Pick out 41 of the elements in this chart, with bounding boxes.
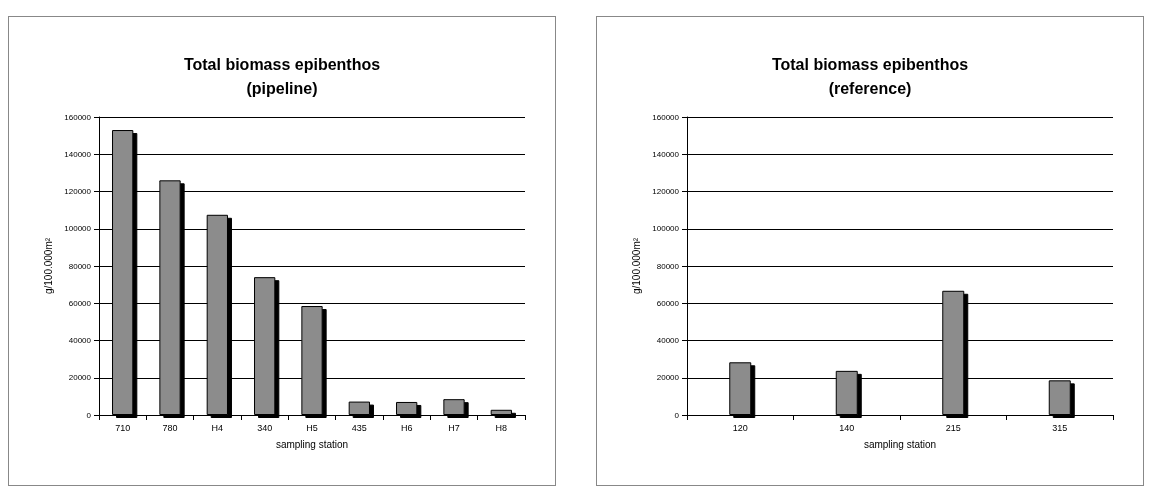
y-axis-title: g/100.000m² bbox=[42, 237, 54, 295]
y-tick-label: 120000 bbox=[64, 187, 92, 196]
y-tick-label: 160000 bbox=[64, 112, 92, 122]
y-tick-label: 0 bbox=[674, 410, 680, 420]
x-tick-label: H6 bbox=[400, 422, 413, 433]
x-tick-label: 215 bbox=[945, 422, 961, 433]
y-tick-label: 20000 bbox=[656, 373, 680, 383]
y-tick-label: 80000 bbox=[656, 261, 680, 271]
x-tick-label: 710 bbox=[115, 422, 131, 433]
y-tick-label: 140000 bbox=[64, 149, 92, 159]
y-tick-label: 140000 bbox=[652, 149, 680, 159]
bar bbox=[490, 409, 512, 415]
x-tick-label: 140 bbox=[839, 422, 855, 433]
y-tick-label: 60000 bbox=[68, 298, 92, 308]
bar bbox=[443, 399, 465, 415]
y-tick-label: 60000 bbox=[656, 298, 680, 308]
y-tick-label: 20000 bbox=[68, 373, 92, 383]
y-tick-label: 100000 bbox=[64, 224, 92, 234]
chart-title: Total biomass epibenthos (reference) bbox=[771, 55, 969, 97]
x-tick-label: 780 bbox=[162, 422, 178, 433]
x-tick-label: 315 bbox=[1052, 422, 1068, 433]
x-tick-label: H5 bbox=[306, 422, 318, 433]
bar bbox=[348, 401, 370, 415]
y-tick-label: 80000 bbox=[68, 261, 92, 271]
x-tick-label: 120 bbox=[732, 422, 748, 433]
y-tick-label: 160000 bbox=[652, 112, 680, 122]
x-tick-label: 340 bbox=[257, 422, 273, 433]
x-axis-title: sampling station bbox=[863, 438, 937, 450]
y-tick-label: 0 bbox=[86, 410, 92, 420]
y-tick-label: 40000 bbox=[68, 336, 92, 345]
x-tick-label: H7 bbox=[448, 422, 460, 433]
x-tick-label: H8 bbox=[495, 422, 508, 433]
x-axis-title: sampling station bbox=[275, 438, 349, 450]
y-tick-label: 100000 bbox=[652, 224, 680, 234]
y-tick-label: 40000 bbox=[656, 336, 680, 345]
y-axis-title: g/100.000m² bbox=[630, 237, 642, 295]
chart-title: Total biomass epibenthos (pipeline) bbox=[183, 55, 381, 97]
bar bbox=[396, 401, 418, 415]
x-tick-label: H4 bbox=[211, 422, 224, 433]
x-tick-label: 435 bbox=[351, 422, 367, 433]
y-tick-label: 120000 bbox=[652, 187, 680, 196]
